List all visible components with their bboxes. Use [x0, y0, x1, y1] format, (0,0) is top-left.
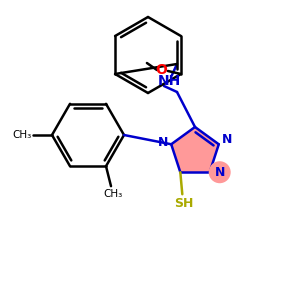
Circle shape	[209, 161, 231, 183]
Text: O: O	[155, 63, 167, 77]
Text: NH: NH	[158, 74, 181, 88]
Text: N: N	[158, 136, 168, 149]
Text: N: N	[214, 166, 225, 179]
Text: CH₃: CH₃	[103, 189, 123, 199]
Polygon shape	[171, 127, 219, 172]
Text: CH₃: CH₃	[12, 130, 32, 140]
Text: SH: SH	[175, 197, 194, 210]
Text: N: N	[222, 133, 232, 146]
